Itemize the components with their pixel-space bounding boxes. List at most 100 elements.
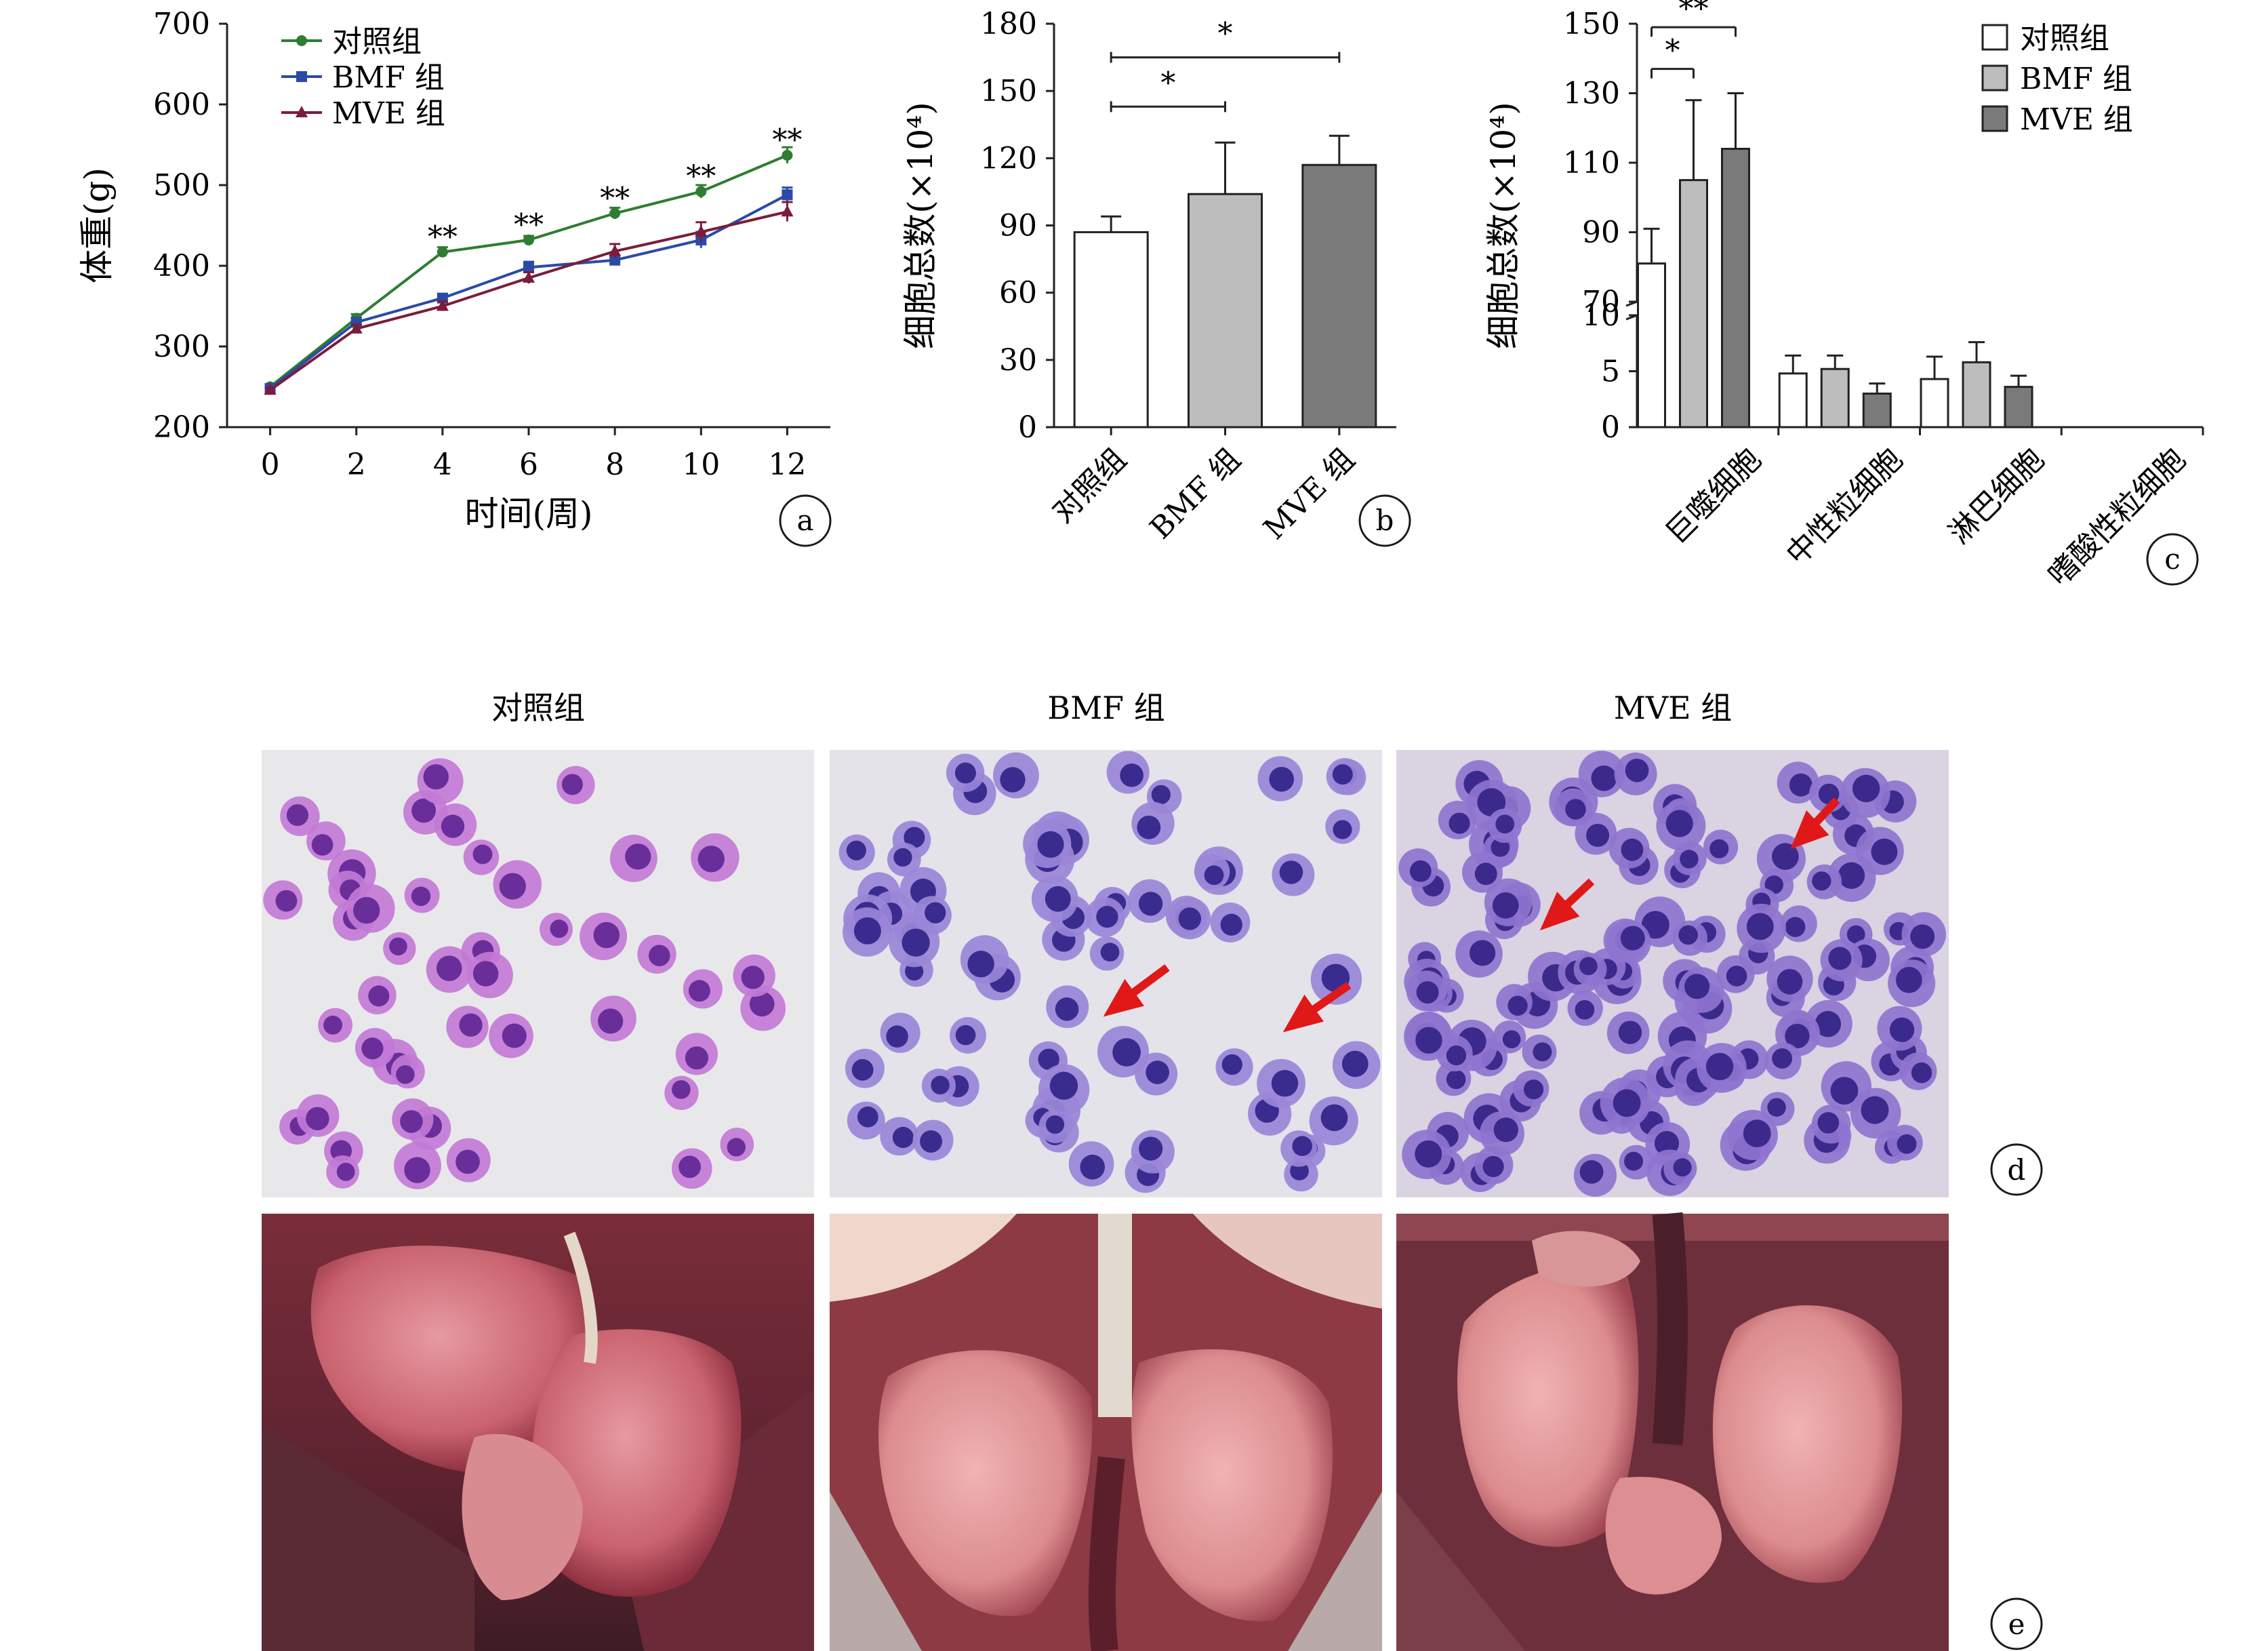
x-tick-label: 8 (605, 447, 624, 482)
photo-title-bmf: BMF 组 (1047, 690, 1165, 726)
cell-nucleus (672, 1080, 691, 1099)
y-tick-label: 150 (980, 74, 1037, 108)
cell-nucleus (1565, 799, 1586, 820)
cell-nucleus (499, 873, 526, 900)
cell-nucleus (625, 843, 651, 870)
y-tick-label: 150 (1563, 7, 1620, 41)
data-point (695, 186, 707, 197)
legend-label: BMF 组 (2020, 62, 2132, 96)
cells-control (263, 758, 786, 1189)
red-arrow-icon (1539, 878, 1595, 931)
cell-nucleus (1897, 1134, 1917, 1154)
panel-c-badge (2146, 533, 2199, 586)
cell-nucleus (1037, 831, 1064, 858)
cell-nucleus (886, 1025, 908, 1048)
cell-nucleus (685, 1046, 709, 1070)
panel-b-bar-chart: 0 30 60 90 120 150 180 细胞总数(×10⁴) 对照组 BMF 组 MVE 组 *… (901, 7, 1411, 547)
y-axis-label: 细胞总数(×10⁴) (901, 102, 940, 349)
cell-nucleus (598, 1008, 624, 1034)
data-point (609, 207, 621, 219)
y-axis-label: 细胞总数(×10⁴) (1484, 102, 1523, 349)
cell-nucleus (441, 814, 465, 838)
photo-title-control: 对照组 (491, 690, 585, 726)
cell-nucleus (749, 991, 775, 1017)
significance-marker: * (1160, 66, 1175, 100)
legend-marker (296, 106, 308, 117)
cell-nucleus (1620, 926, 1645, 951)
cell-nucleus (389, 937, 407, 956)
cell-nucleus (1625, 758, 1649, 782)
cell-nucleus (1828, 947, 1852, 970)
legend-label: BMF 组 (332, 60, 445, 95)
data-point (782, 189, 793, 201)
cell-nucleus (1038, 1048, 1059, 1071)
legend-swatch (1981, 64, 2008, 92)
lung-bmf-photo (830, 1214, 1382, 1651)
cell-nucleus (400, 1110, 423, 1133)
cell-nucleus (1812, 871, 1831, 891)
cell-nucleus (1746, 913, 1774, 940)
data-point (609, 254, 621, 266)
significance-marker: ** (1679, 0, 1709, 26)
cell-nucleus (455, 1149, 480, 1174)
cell-nucleus (1416, 981, 1439, 1004)
y-tick-label: 10 (1582, 298, 1620, 333)
y-tick-label: 110 (1563, 146, 1620, 180)
cell-nucleus (1789, 773, 1813, 797)
x-tick-label: 淋巴细胞 (1942, 442, 2051, 551)
cell-nucleus (955, 1025, 976, 1046)
cell-nucleus (404, 1157, 430, 1183)
y-tick-label: 90 (1582, 216, 1620, 250)
x-tick-label: 0 (261, 447, 280, 482)
significance-marker: ** (600, 181, 630, 216)
cell-nucleus (1495, 814, 1515, 834)
cell-nucleus (593, 921, 620, 949)
panel-b-label: b (1376, 504, 1394, 537)
data-point (523, 262, 534, 273)
red-arrow-icon (1790, 797, 1840, 850)
cell-nucleus (925, 902, 946, 923)
cell-nucleus (1838, 862, 1865, 889)
bar (1637, 262, 1666, 429)
cell-nucleus (1613, 1089, 1641, 1117)
cell-nucleus (411, 798, 437, 823)
x-tick-label: 2 (347, 447, 366, 482)
y-tick-label: 5 (1601, 355, 1620, 389)
cell-nucleus (1221, 1054, 1242, 1075)
cell-nucleus (1333, 820, 1352, 839)
legend-marker (296, 71, 307, 82)
panel-d-badge (1990, 1143, 2043, 1196)
cell-nucleus (1772, 1048, 1793, 1069)
cell-nucleus (1785, 1023, 1810, 1049)
cell-nucleus (1507, 995, 1528, 1016)
cell-nucleus (396, 1065, 415, 1084)
cell-nucleus (323, 1015, 343, 1035)
cell-nucleus (1777, 969, 1803, 995)
y-tick-label: 400 (153, 249, 210, 283)
data-point (609, 244, 622, 256)
significance-marker: ** (514, 208, 544, 243)
cell-nucleus (1764, 875, 1783, 894)
cell-nucleus (727, 1138, 746, 1157)
cell-nucleus (851, 1058, 874, 1081)
cell-nucleus (1139, 1136, 1163, 1161)
cell-nucleus (857, 1106, 878, 1128)
x-tick-label: 12 (768, 447, 806, 482)
data-point (264, 383, 277, 395)
cell-nucleus (1523, 1079, 1544, 1100)
legend-swatch (1981, 105, 2008, 132)
y-tick-label: 30 (999, 343, 1037, 378)
data-point (695, 225, 708, 237)
cell-nucleus (1409, 860, 1432, 882)
cell-nucleus (1100, 942, 1120, 962)
cell-nucleus (1852, 774, 1880, 803)
cell-nucleus (1415, 1140, 1442, 1168)
panel-e-label: e (2008, 1608, 2025, 1641)
cell-nucleus (1705, 1052, 1734, 1081)
cell-nucleus (1096, 906, 1118, 928)
cell-nucleus (1474, 862, 1497, 886)
cell-nucleus (1112, 1038, 1141, 1067)
panel-e-badge (1990, 1597, 2043, 1650)
